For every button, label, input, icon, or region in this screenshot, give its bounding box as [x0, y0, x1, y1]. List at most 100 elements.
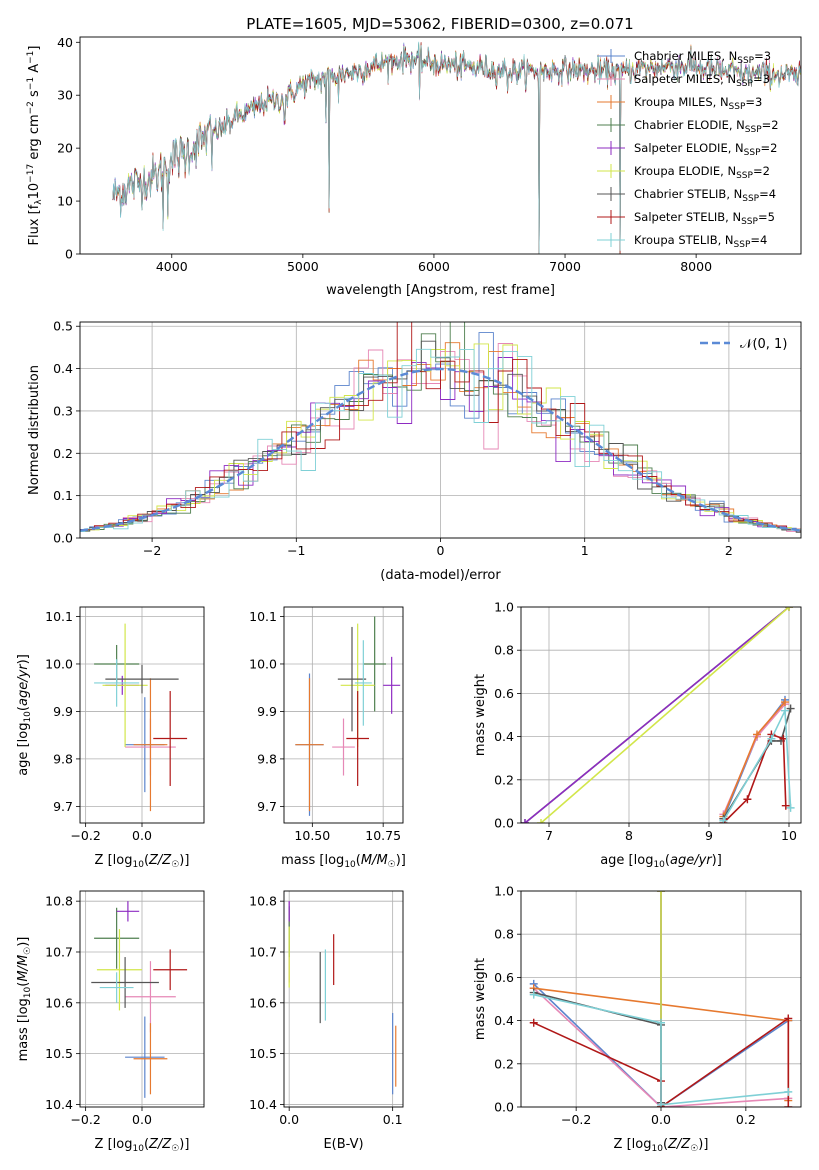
legend-label-6-part: SSP [742, 194, 759, 204]
age_vs_Z-series-group [94, 623, 188, 812]
weight_vs_Z-ylabel: mass weight [473, 958, 488, 1040]
weight_vs_age-marker-4 [521, 819, 529, 823]
weight_vs_Z-marker-8 [784, 1087, 793, 1096]
weight_vs_age-line-5 [540, 607, 790, 823]
mass_vs_Z-xtick-label: −0.2 [70, 1112, 100, 1127]
spectrum-xtick-label: 7000 [549, 259, 581, 274]
weight_vs_age-xlabel: age [log10(age/yr)] [600, 853, 722, 870]
weight_vs_age-ytick-label: 0.6 [494, 686, 514, 701]
residuals-xtick-label: 0 [437, 543, 445, 558]
spectrum-xtick-label: 5000 [287, 259, 319, 274]
weight_vs_Z-xlabel-part: )] [698, 1137, 708, 1152]
residuals-series-group [80, 322, 801, 534]
mass_vs_ebv-xtick-label: 0.0 [279, 1112, 299, 1127]
age_vs_mass-xlabel-part: 10 [344, 860, 356, 870]
weight_vs_Z-xlabel-part: Z/Z [667, 1137, 691, 1152]
legend-label-3-part: Chabrier ELODIE, N [634, 118, 745, 132]
age_vs_Z-ylabel-part: ( [16, 706, 31, 711]
mass_vs_Z-ylabel-part: M/M [16, 955, 31, 982]
legend-label-4: Salpeter ELODIE, NSSP=2 [634, 141, 777, 158]
residual-hist-7 [80, 322, 801, 534]
age_vs_Z-xtick-label: 0.0 [132, 828, 152, 843]
spectrum-ytick-label: 10 [57, 194, 73, 209]
legend-label-7-part: =5 [758, 210, 775, 224]
legend-label-5: Kroupa ELODIE, NSSP=2 [634, 164, 770, 181]
spectrum-xtick-label: 4000 [156, 259, 188, 274]
mass_vs_ebv-axes: 0.0 0.1 10.4 10.5 10.6 10.7 10.8 [249, 891, 403, 1127]
residuals-xtick-label: 1 [581, 543, 589, 558]
weight_vs_age-series-group [521, 607, 795, 823]
mass_vs_Z-ytick-label: 10.6 [45, 995, 73, 1010]
spectrum-ylabel-part: −2 [26, 101, 36, 114]
weight_vs_Z-marker-7 [784, 1103, 793, 1107]
spectrum-ylabel-part: 10 [27, 183, 42, 200]
spectrum-ylabel-part: erg cm [27, 114, 42, 163]
residuals-xlabel: (data-model)/error [380, 568, 501, 583]
legend-label-8-part: =4 [750, 233, 767, 247]
spectrum-legend: Chabrier MILES, NSSP=3 Salpeter MILES, NS… [597, 49, 779, 250]
spectrum-frame [79, 36, 802, 255]
age_vs_Z-ylabel-part: )] [16, 654, 31, 664]
spectrum-ylabel-part: A [27, 64, 42, 77]
spectrum-ylabel-part: λ [34, 199, 44, 205]
spectrum-ytick-label: 40 [57, 35, 73, 50]
weight_vs_age-marker-8 [781, 706, 789, 715]
mass_vs_Z-frame [79, 890, 205, 1108]
legend-label-0-part: SSP [737, 56, 754, 66]
mass_vs_ebv-xtick-label: 0.1 [383, 1112, 403, 1127]
legend-label-1: Salpeter MILES, NSSP=3 [634, 72, 770, 89]
age_vs_mass-xlabel-part: mass [log [281, 853, 344, 868]
weight_vs_Z-marker-8 [529, 990, 538, 999]
age_vs_Z-xlabel-part: )] [179, 853, 189, 868]
weight_vs_age-xtick-label: 8 [625, 828, 633, 843]
age_vs_Z-ytick-label: 9.9 [53, 704, 73, 719]
weight_vs_age-ytick-label: 0.8 [494, 643, 514, 658]
weight_vs_Z-xlabel-part: Z [log [614, 1137, 652, 1152]
weight_vs_Z-line-7 [533, 1016, 790, 1107]
legend-label-6-part: Chabrier STELIB, N [634, 187, 742, 201]
weight_vs_age-marker-8 [719, 816, 728, 823]
mass_vs_ebv-series-group [288, 901, 397, 1095]
mass_vs_ebv-frame [283, 890, 404, 1108]
weight_vs_Z-axes: −0.2 0.0 0.2 0.0 0.2 0.4 0.6 0.8 1.0 [494, 884, 801, 1127]
mass_vs_Z-xlabel-part: ( [144, 1137, 149, 1152]
spectrum-ylabel-part: −17 [26, 164, 36, 183]
weight_vs_age-line-2 [722, 701, 786, 817]
weight_vs_Z-xlabel: Z [log10(Z/Z☉)] [614, 1137, 709, 1154]
weight_vs_Z-line-0 [533, 983, 789, 1107]
legend-label-0: Chabrier MILES, NSSP=3 [634, 49, 771, 66]
residuals-ytick-label: 0.0 [53, 531, 73, 546]
weight_vs_Z-ytick-label: 0.6 [494, 970, 514, 985]
weight_vs_age-marker-5 [785, 607, 793, 611]
mass_vs_Z-series-group [91, 901, 188, 1098]
mass_vs_Z-axes: −0.2 0.0 10.4 10.5 10.6 10.7 10.8 [45, 891, 204, 1127]
weight_vs_Z-ytick-label: 0.8 [494, 927, 514, 942]
mass_vs_ebv-ytick-label: 10.7 [249, 944, 277, 959]
weight_vs_Z-marker-8 [657, 1018, 665, 1027]
age_vs_mass-xlabel: mass [log10(M/M☉)] [281, 853, 406, 870]
spectrum-ytick-label: 20 [57, 141, 73, 156]
spectrum-xtick-label: 8000 [680, 259, 712, 274]
normal-curve [80, 367, 801, 532]
weight_vs_age-line-8 [722, 707, 792, 822]
weight_vs_age-xlabel-part: ( [665, 853, 670, 868]
legend-label-3: Chabrier ELODIE, NSSP=2 [634, 118, 779, 135]
weight_vs_Z-xtick-label: −0.2 [561, 1112, 591, 1127]
legend-label-6-part: =4 [759, 187, 776, 201]
age_vs_mass-series-group [295, 616, 401, 816]
weight_vs_age-xlabel-part: 10 [653, 860, 665, 870]
age_vs_Z-xlabel-part: ☉ [171, 860, 179, 870]
age_vs_Z-ylabel: age [log10(age/yr)] [16, 654, 33, 776]
weight_vs_age-xlabel-part: age/yr [670, 853, 713, 868]
age_vs_Z-ylabel-part: age [log [16, 723, 31, 776]
residuals-xtick-label: −1 [287, 543, 305, 558]
weight_vs_age-xtick-label: 7 [545, 828, 553, 843]
weight_vs_age-marker-2 [781, 698, 789, 707]
weight_vs_Z-xlabel-part: 10 [651, 1144, 663, 1154]
legend-label-8: Kroupa STELIB, NSSP=4 [634, 233, 767, 250]
age_vs_mass-xlabel-part: M/M [361, 853, 388, 868]
weight_vs_Z-marker-7 [784, 1014, 793, 1023]
residuals-ytick-label: 0.5 [53, 319, 73, 334]
age_vs_mass-ytick-label: 9.8 [257, 751, 277, 766]
